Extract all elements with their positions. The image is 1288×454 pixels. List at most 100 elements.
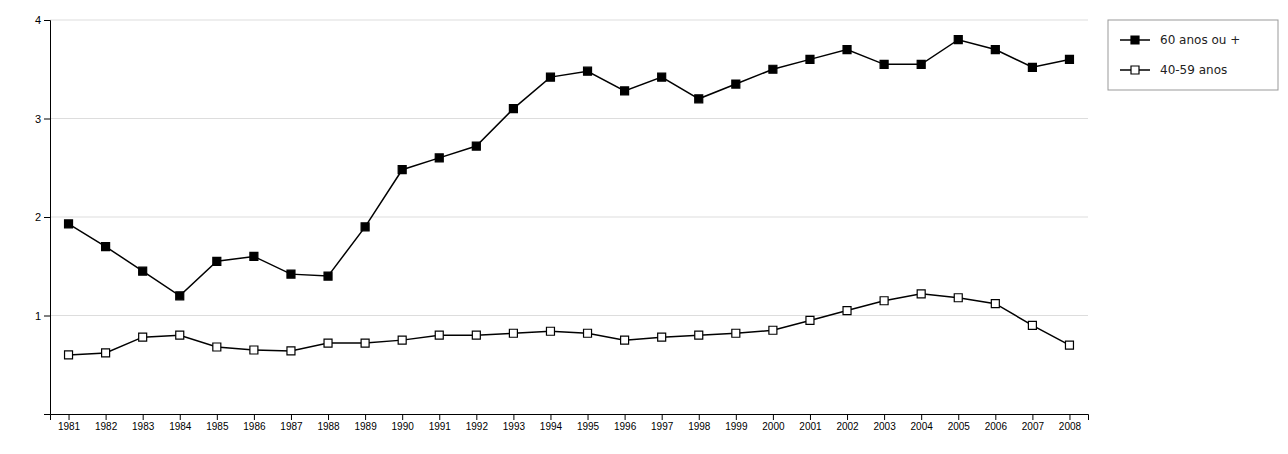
x-tick-label: 1994 (540, 421, 563, 432)
x-tick-label: 1989 (354, 421, 377, 432)
x-tick-label: 1993 (503, 421, 526, 432)
y-tick-label: 1 (35, 310, 41, 322)
point (917, 290, 925, 298)
x-tick: 1999 (725, 414, 748, 432)
y-tick-mark (44, 316, 50, 317)
point (65, 351, 73, 359)
point (472, 142, 480, 150)
series-line (69, 40, 1070, 296)
legend-label: 60 anos ou + (1160, 33, 1240, 47)
x-tick-mark (921, 414, 922, 420)
x-tick-label: 1981 (58, 421, 81, 432)
grid (50, 20, 1088, 316)
legend: 60 anos ou +40-59 anos (1108, 20, 1278, 90)
x-tick-label: 1998 (688, 421, 711, 432)
x-axis-line (51, 415, 1089, 421)
x-tick-label: 2006 (985, 421, 1008, 432)
x-tick-label: 1997 (651, 421, 674, 432)
x-tick-label: 1987 (280, 421, 303, 432)
point (546, 73, 554, 81)
x-tick: 2005 (948, 414, 971, 432)
point (139, 333, 147, 341)
x-tick: 1984 (169, 414, 192, 432)
x-tick: 1995 (577, 414, 600, 432)
grid-line (50, 315, 1088, 316)
point (658, 73, 666, 81)
point (695, 95, 703, 103)
point (213, 257, 221, 265)
y-tick-mark (44, 20, 50, 21)
x-tick-mark (439, 414, 440, 420)
point (954, 36, 962, 44)
x-tick-label: 1995 (577, 421, 600, 432)
x-tick-mark (254, 414, 255, 420)
point (398, 336, 406, 344)
x-tick: 2002 (836, 414, 859, 432)
point (843, 307, 851, 315)
x-tick-label: 1985 (206, 421, 229, 432)
grid-line (50, 217, 1088, 218)
point (880, 60, 888, 68)
x-tick-mark (1032, 414, 1033, 420)
x-tick: 1997 (651, 414, 674, 432)
point (954, 294, 962, 302)
point (769, 326, 777, 334)
point (398, 166, 406, 174)
series (65, 36, 1074, 300)
point (769, 65, 777, 73)
y-tick-label: 3 (35, 113, 41, 125)
x-tick-label: 2002 (836, 421, 859, 432)
point (324, 339, 332, 347)
x-tick-mark (402, 414, 403, 420)
y-tick: 2 (35, 211, 50, 223)
x-tick-mark (699, 414, 700, 420)
x-tick-label: 2000 (762, 421, 785, 432)
x-tick: 1991 (429, 414, 452, 432)
grid-line (50, 118, 1088, 119)
point (472, 331, 480, 339)
x-tick: 1985 (206, 414, 229, 432)
point (139, 267, 147, 275)
point (102, 349, 110, 357)
x-tick: 1982 (95, 414, 118, 432)
x-tick: 1996 (614, 414, 637, 432)
x-tick-mark (180, 414, 181, 420)
x-tick-mark (328, 414, 329, 420)
y-tick-mark (44, 217, 50, 218)
x-tick: 1983 (132, 414, 155, 432)
point (621, 87, 629, 95)
x-tick-label: 1996 (614, 421, 637, 432)
x-tick: 1986 (243, 414, 266, 432)
x-tick-mark (550, 414, 551, 420)
point (1028, 321, 1036, 329)
x-tick-mark (736, 414, 737, 420)
point (176, 292, 184, 300)
point (213, 343, 221, 351)
y-tick: 3 (35, 113, 50, 125)
legend-frame (1108, 20, 1278, 90)
y-tick: 4 (35, 14, 50, 26)
x-tick-mark (217, 414, 218, 420)
point (361, 223, 369, 231)
x-tick-label: 1991 (429, 421, 452, 432)
x-tick-mark (662, 414, 663, 420)
x-axis: 1981198219831984198519861987198819891990… (51, 414, 1089, 432)
point (880, 297, 888, 305)
x-tick-mark (365, 414, 366, 420)
y-tick: 1 (35, 310, 50, 322)
x-tick: 2001 (799, 414, 822, 432)
grid-line (50, 20, 1088, 21)
point (621, 336, 629, 344)
x-tick-label: 1992 (466, 421, 489, 432)
x-tick: 2006 (985, 414, 1008, 432)
point (287, 347, 295, 355)
x-tick-mark (810, 414, 811, 420)
series (65, 290, 1074, 359)
x-tick: 2008 (1059, 414, 1082, 432)
x-tick: 1987 (280, 414, 303, 432)
point (435, 331, 443, 339)
point (435, 154, 443, 162)
point (806, 55, 814, 63)
x-tick-label: 2001 (799, 421, 822, 432)
point (658, 333, 666, 341)
